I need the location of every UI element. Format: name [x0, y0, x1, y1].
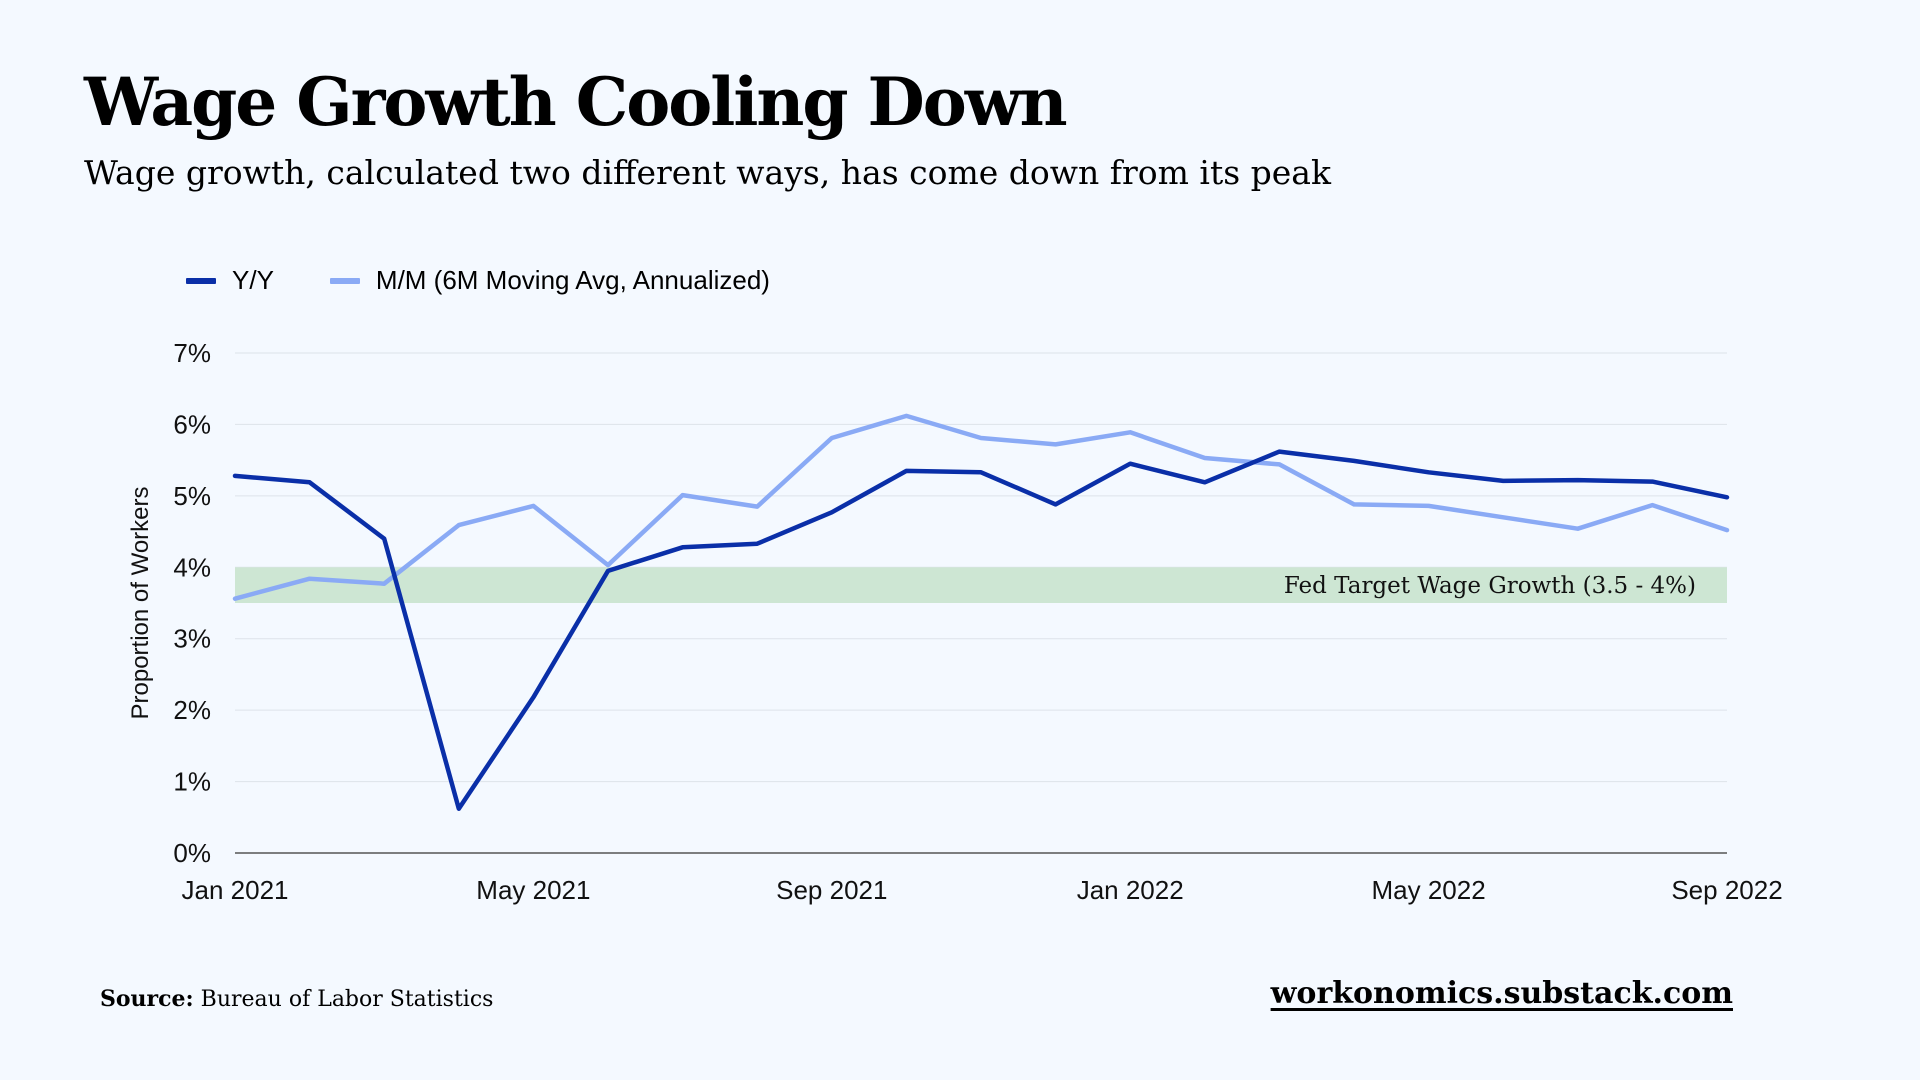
- target-band-label: Fed Target Wage Growth (3.5 - 4%): [1284, 573, 1696, 599]
- legend-swatch-yy: [186, 277, 216, 284]
- legend-item-mm: M/M (6M Moving Avg, Annualized): [329, 265, 770, 296]
- source-label: Source:: [100, 986, 194, 1012]
- y-tick-label: 5%: [173, 481, 211, 511]
- y-tick-label: 4%: [173, 552, 211, 582]
- series-line-mm: [232, 413, 1730, 601]
- legend-label-mm: M/M (6M Moving Avg, Annualized): [375, 265, 770, 295]
- y-axis-label: Proportion of Workers: [127, 487, 154, 720]
- y-tick-label: 3%: [173, 624, 211, 654]
- y-tick-label: 2%: [173, 695, 211, 725]
- legend-swatch-mm: [329, 277, 360, 284]
- x-tick-label: Sep 2021: [776, 875, 887, 905]
- legend-label-yy: Y/Y: [232, 265, 274, 295]
- y-tick-label: 6%: [173, 409, 211, 439]
- target-band-group: Fed Target Wage Growth (3.5 - 4%): [235, 567, 1727, 603]
- axes: 0% 1% 2% 3% 4% 5% 6% 7% Jan 2021 May 2021 Sep 2021…: [127, 338, 1783, 905]
- x-tick-label: Sep 2022: [1671, 875, 1782, 905]
- chart-subtitle: Wage growth, calculated two different wa…: [84, 153, 1331, 192]
- x-tick-label: May 2021: [476, 875, 590, 905]
- series-lines: [232, 413, 1730, 811]
- source-text: Bureau of Labor Statistics: [200, 987, 494, 1012]
- x-tick-label: May 2022: [1372, 875, 1486, 905]
- x-tick-label: Jan 2022: [1077, 875, 1184, 905]
- x-tick-label: Jan 2021: [182, 875, 289, 905]
- target-band: [235, 567, 1727, 603]
- y-tick-label: 0%: [173, 838, 211, 868]
- legend: Y/Y M/M (6M Moving Avg, Annualized): [186, 265, 826, 296]
- source-note: Source: Bureau of Labor Statistics: [100, 986, 493, 1012]
- chart-title: Wage Growth Cooling Down: [84, 63, 1068, 141]
- site-link[interactable]: workonomics.substack.com: [1270, 976, 1733, 1011]
- y-tick-label: 1%: [173, 767, 211, 797]
- series-line-yy: [232, 449, 1730, 811]
- legend-item-yy: Y/Y: [186, 265, 274, 296]
- y-tick-label: 7%: [173, 338, 211, 368]
